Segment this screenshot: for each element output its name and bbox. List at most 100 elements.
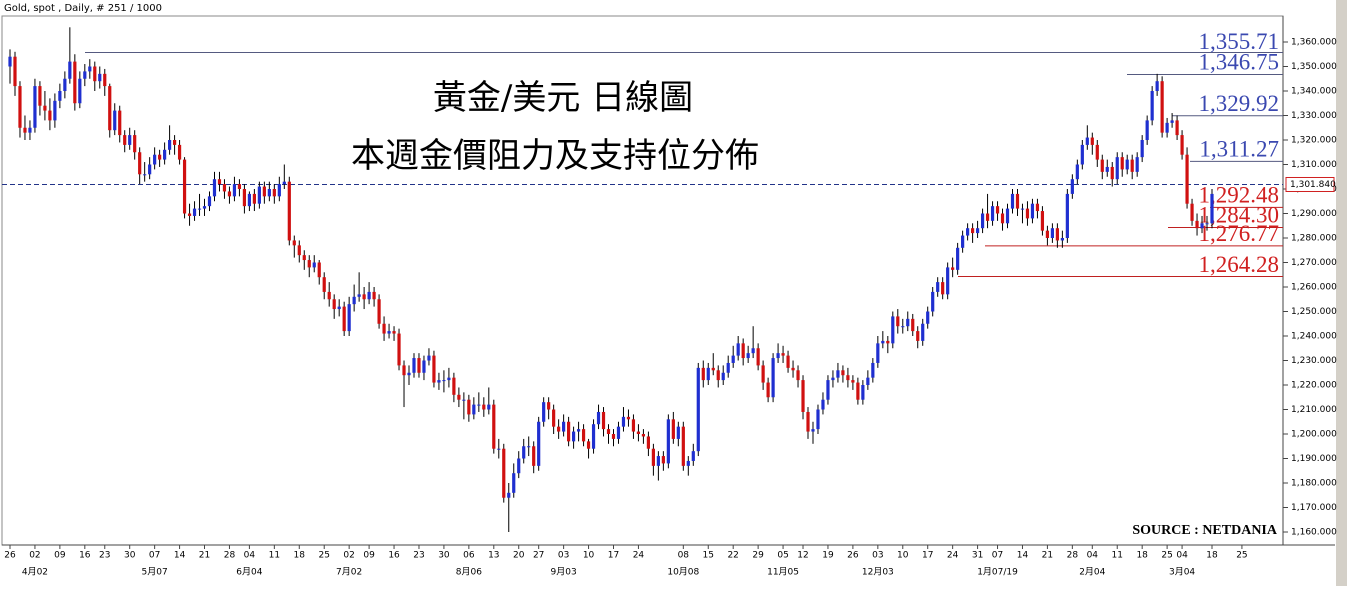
candle-body xyxy=(781,353,785,356)
candle-body xyxy=(497,448,501,450)
candle-body xyxy=(656,456,660,466)
candle-body xyxy=(512,473,516,493)
x-tick-label: 17 xyxy=(922,551,933,561)
candle-body xyxy=(616,426,621,439)
x-tick-label: 21 xyxy=(1042,551,1053,561)
candle-body xyxy=(970,228,975,234)
candle-body xyxy=(990,206,995,221)
y-tick-label: 1,160.000 xyxy=(1291,528,1337,538)
x-tick-label: 31 xyxy=(972,551,983,561)
candle-body xyxy=(1195,220,1199,229)
candle-body xyxy=(1105,166,1109,172)
candle-body xyxy=(691,451,695,461)
candle-body xyxy=(437,380,441,383)
candle-body xyxy=(975,228,980,234)
x-tick-label: 15 xyxy=(703,551,714,561)
candle-body xyxy=(327,291,331,300)
candle-body xyxy=(487,404,491,410)
candle-body xyxy=(522,446,526,459)
candle-body xyxy=(517,458,521,474)
candle-body xyxy=(571,431,576,442)
y-tick-label: 1,270.000 xyxy=(1291,258,1337,268)
candle-body xyxy=(172,140,177,145)
candle-body xyxy=(841,370,845,376)
resistance-label: 1,346.75 xyxy=(1199,50,1280,75)
chart-title: 黃金/美元 日線圖 xyxy=(433,78,693,118)
candle-body xyxy=(292,240,296,246)
candle-body xyxy=(706,367,710,381)
candle-body xyxy=(786,355,790,368)
resistance-label: 1,311.27 xyxy=(1199,137,1279,162)
candle-body xyxy=(412,358,416,373)
y-tick-label: 1,240.000 xyxy=(1291,332,1337,342)
candle-body xyxy=(277,184,281,197)
chart-subtitle: 本週金價阻力及支持位分佈 xyxy=(351,136,759,176)
candle-body xyxy=(946,267,950,295)
candle-body xyxy=(806,411,810,432)
candle-body xyxy=(113,110,117,131)
candle-body xyxy=(182,159,187,214)
candle-body xyxy=(966,228,970,236)
candle-body xyxy=(771,358,775,398)
candle-body xyxy=(1145,120,1149,140)
x-tick-label: 11 xyxy=(269,551,280,561)
candle-body xyxy=(312,262,316,268)
candle-body xyxy=(921,323,925,341)
candle-body xyxy=(452,377,456,395)
candle-body xyxy=(861,385,865,400)
month-label: 2月04 xyxy=(1079,567,1105,578)
candle-body xyxy=(392,331,396,334)
month-label: 5月07 xyxy=(142,567,168,578)
candle-body xyxy=(33,86,37,128)
candle-body xyxy=(372,291,376,300)
x-tick-label: 24 xyxy=(947,551,959,561)
candle-body xyxy=(43,105,47,111)
candle-body xyxy=(1035,203,1040,212)
candle-body xyxy=(472,404,476,415)
candle-body xyxy=(78,78,82,104)
candle-body xyxy=(222,184,227,192)
y-tick-label: 1,190.000 xyxy=(1291,454,1337,464)
candle-body xyxy=(876,343,880,363)
candle-body xyxy=(1130,159,1134,172)
candle-body xyxy=(1115,157,1119,180)
candle-body xyxy=(362,294,366,300)
candle-body xyxy=(507,492,511,498)
candle-body xyxy=(262,186,266,197)
candle-body xyxy=(701,367,705,381)
candle-body xyxy=(901,326,905,328)
candle-body xyxy=(985,213,990,221)
candle-body xyxy=(212,179,217,197)
candle-body xyxy=(1205,223,1209,225)
x-tick-label: 02 xyxy=(29,551,40,561)
x-tick-label: 29 xyxy=(752,551,764,561)
candle-body xyxy=(871,362,875,378)
candle-body xyxy=(811,429,815,432)
candle-body xyxy=(721,372,725,381)
candle-body xyxy=(542,402,546,422)
candle-body xyxy=(237,184,242,190)
month-label: 10月08 xyxy=(667,567,699,578)
candle-body xyxy=(108,86,112,131)
candle-body xyxy=(232,184,237,197)
month-label: 7月02 xyxy=(336,567,362,578)
candle-body xyxy=(696,367,700,452)
candle-body xyxy=(347,304,351,332)
candle-body xyxy=(856,382,860,400)
candle-body xyxy=(581,429,586,442)
candle-body xyxy=(896,316,900,327)
y-tick-label: 1,360.000 xyxy=(1291,37,1337,47)
candle-body xyxy=(1165,122,1169,133)
x-tick-label: 14 xyxy=(174,551,186,561)
candle-body xyxy=(636,431,641,435)
month-label: 9月03 xyxy=(551,567,577,578)
candle-body xyxy=(821,399,825,410)
resistance-label: 1,329.92 xyxy=(1199,91,1280,116)
x-tick-label: 22 xyxy=(727,551,738,561)
candle-body xyxy=(1155,81,1159,91)
candle-body xyxy=(482,404,486,410)
candle-body xyxy=(1095,144,1099,160)
candle-body xyxy=(926,311,930,324)
candle-body xyxy=(492,404,496,449)
month-label: 1月07/19 xyxy=(977,567,1018,578)
